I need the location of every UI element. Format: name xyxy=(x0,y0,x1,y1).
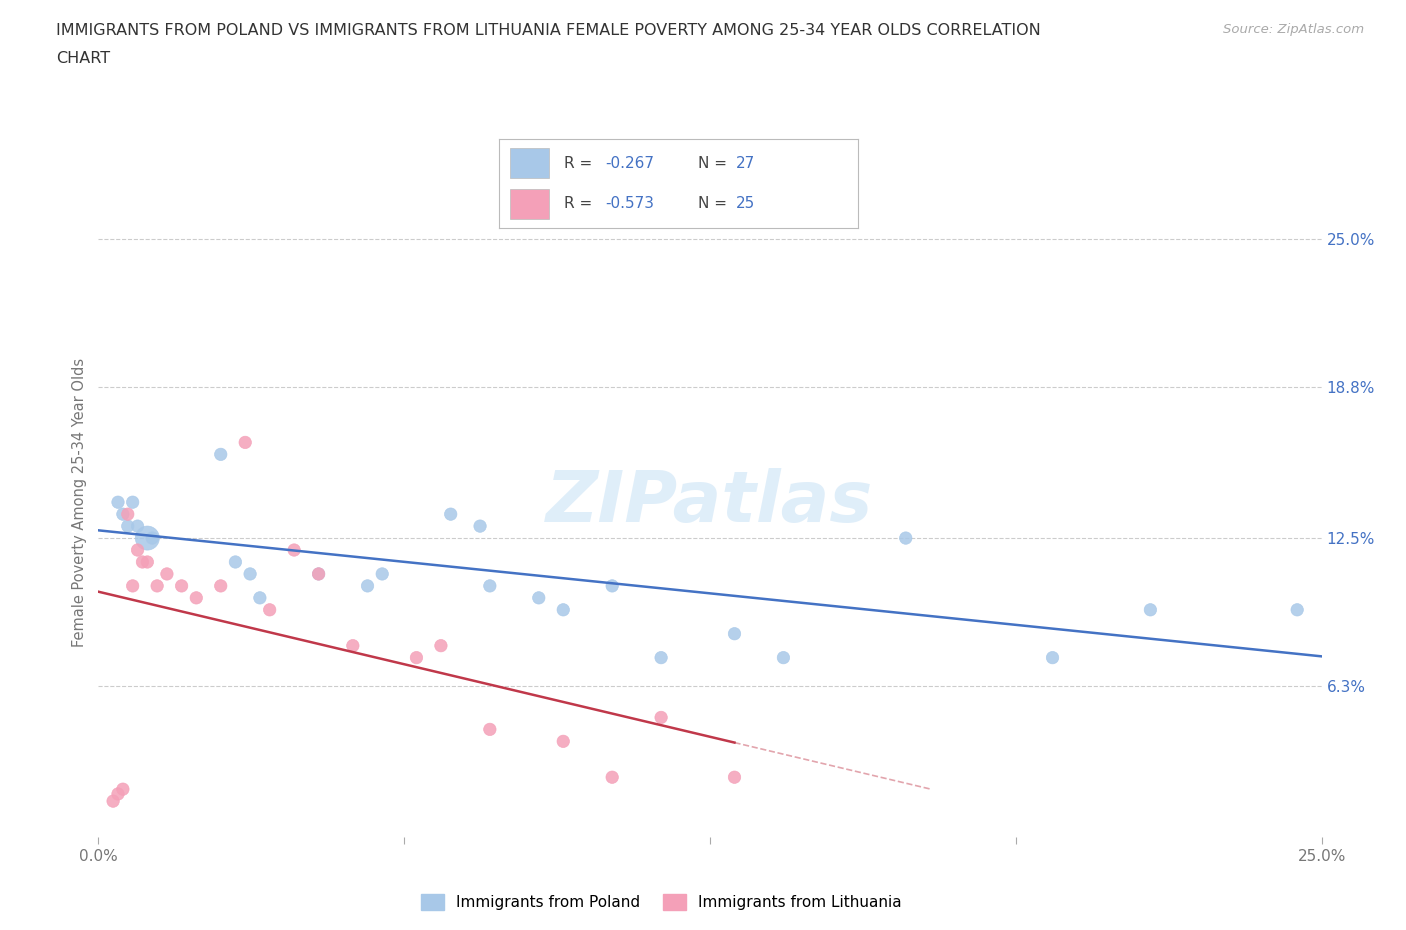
Point xyxy=(553,734,575,749)
Text: -0.573: -0.573 xyxy=(605,196,654,211)
Point xyxy=(111,507,134,522)
Point xyxy=(156,566,179,581)
Legend: Immigrants from Poland, Immigrants from Lithuania: Immigrants from Poland, Immigrants from … xyxy=(415,888,908,916)
Point xyxy=(527,591,550,605)
Text: Source: ZipAtlas.com: Source: ZipAtlas.com xyxy=(1223,23,1364,36)
Text: ZIPatlas: ZIPatlas xyxy=(547,468,873,537)
FancyBboxPatch shape xyxy=(510,189,550,219)
Point xyxy=(224,554,246,569)
Point xyxy=(121,578,143,593)
Point xyxy=(650,710,672,724)
Point xyxy=(209,578,232,593)
Point xyxy=(723,770,745,785)
Text: R =: R = xyxy=(564,196,596,211)
Point xyxy=(233,435,256,450)
Point xyxy=(101,793,124,808)
Point xyxy=(111,782,134,797)
Text: -0.267: -0.267 xyxy=(605,156,654,171)
Text: R =: R = xyxy=(564,156,596,171)
Point xyxy=(430,638,453,653)
Point xyxy=(146,578,169,593)
Point xyxy=(356,578,378,593)
Text: N =: N = xyxy=(699,196,733,211)
Point xyxy=(1042,650,1064,665)
Point xyxy=(107,495,129,510)
Point xyxy=(127,519,149,534)
Point xyxy=(1286,603,1309,618)
Point xyxy=(170,578,193,593)
Y-axis label: Female Poverty Among 25-34 Year Olds: Female Poverty Among 25-34 Year Olds xyxy=(72,358,87,646)
Point xyxy=(772,650,794,665)
Point xyxy=(600,578,623,593)
FancyBboxPatch shape xyxy=(510,149,550,179)
Point xyxy=(117,519,139,534)
Point xyxy=(553,603,575,618)
Point xyxy=(468,519,491,534)
Point xyxy=(1139,603,1161,618)
Point xyxy=(186,591,208,605)
Text: 25: 25 xyxy=(735,196,755,211)
Point xyxy=(308,566,330,581)
Point xyxy=(478,722,501,737)
Point xyxy=(249,591,271,605)
Point xyxy=(371,566,394,581)
Text: N =: N = xyxy=(699,156,733,171)
Point xyxy=(127,542,149,557)
Point xyxy=(131,554,153,569)
Point xyxy=(600,770,623,785)
Point xyxy=(121,495,143,510)
Point xyxy=(239,566,262,581)
Point xyxy=(650,650,672,665)
Point xyxy=(478,578,501,593)
Point xyxy=(308,566,330,581)
Point xyxy=(136,531,159,546)
Point xyxy=(141,531,163,546)
Point xyxy=(405,650,427,665)
Point xyxy=(259,603,281,618)
Point xyxy=(440,507,463,522)
Text: 27: 27 xyxy=(735,156,755,171)
Point xyxy=(283,542,305,557)
Point xyxy=(136,554,159,569)
Point xyxy=(723,626,745,641)
Point xyxy=(107,787,129,802)
Point xyxy=(342,638,364,653)
Point xyxy=(209,447,232,462)
Text: CHART: CHART xyxy=(56,51,110,66)
Text: IMMIGRANTS FROM POLAND VS IMMIGRANTS FROM LITHUANIA FEMALE POVERTY AMONG 25-34 Y: IMMIGRANTS FROM POLAND VS IMMIGRANTS FRO… xyxy=(56,23,1040,38)
Point xyxy=(894,531,917,546)
Point xyxy=(117,507,139,522)
